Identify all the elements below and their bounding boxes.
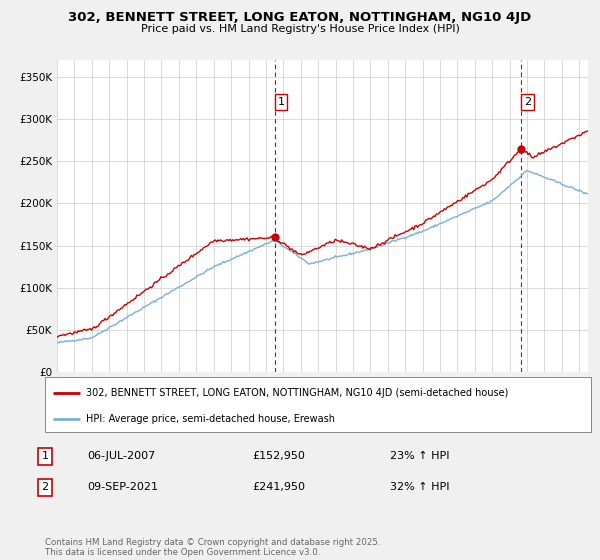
Text: 23% ↑ HPI: 23% ↑ HPI xyxy=(390,451,449,461)
Text: Contains HM Land Registry data © Crown copyright and database right 2025.
This d: Contains HM Land Registry data © Crown c… xyxy=(45,538,380,557)
Text: 2: 2 xyxy=(41,482,49,492)
Text: 302, BENNETT STREET, LONG EATON, NOTTINGHAM, NG10 4JD (semi-detached house): 302, BENNETT STREET, LONG EATON, NOTTING… xyxy=(86,388,508,398)
Text: HPI: Average price, semi-detached house, Erewash: HPI: Average price, semi-detached house,… xyxy=(86,414,335,423)
Text: 1: 1 xyxy=(41,451,49,461)
Text: 1: 1 xyxy=(277,97,284,107)
Text: 32% ↑ HPI: 32% ↑ HPI xyxy=(390,482,449,492)
Text: Price paid vs. HM Land Registry's House Price Index (HPI): Price paid vs. HM Land Registry's House … xyxy=(140,24,460,34)
Text: £152,950: £152,950 xyxy=(252,451,305,461)
Text: 09-SEP-2021: 09-SEP-2021 xyxy=(87,482,158,492)
Text: 06-JUL-2007: 06-JUL-2007 xyxy=(87,451,155,461)
Text: £241,950: £241,950 xyxy=(252,482,305,492)
Text: 302, BENNETT STREET, LONG EATON, NOTTINGHAM, NG10 4JD: 302, BENNETT STREET, LONG EATON, NOTTING… xyxy=(68,11,532,24)
Text: 2: 2 xyxy=(524,97,531,107)
